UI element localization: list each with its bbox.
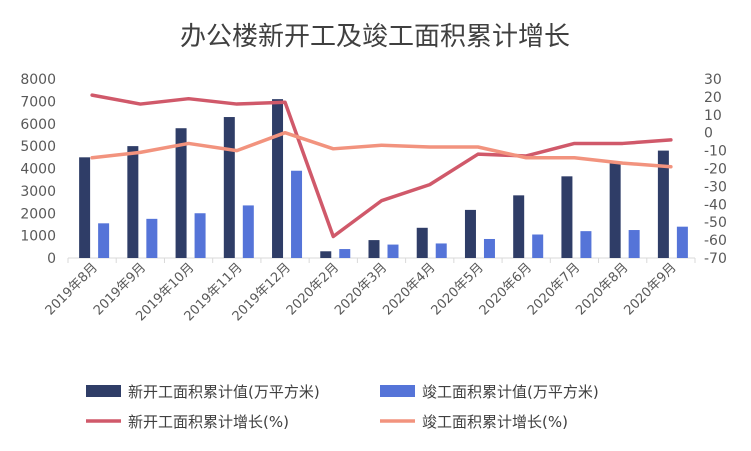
bar: [194, 213, 206, 258]
left-tick-label: 0: [47, 251, 56, 267]
bar: [483, 238, 495, 258]
left-axis: 0 1000 2000 3000 4000 5000 6000 7000 8000: [20, 72, 56, 267]
bar: [242, 205, 254, 258]
bar-series: [79, 99, 688, 258]
left-tick-label: 7000: [20, 94, 56, 110]
bar: [464, 209, 476, 258]
right-tick-label: 20: [704, 90, 722, 106]
bar: [532, 234, 544, 258]
legend-swatch: [86, 385, 121, 397]
series-line: [90, 130, 673, 169]
right-tick-label: -60: [704, 233, 727, 249]
right-tick-label: 10: [704, 108, 722, 124]
left-tick-label: 2000: [20, 206, 56, 222]
left-tick-label: 1000: [20, 229, 56, 245]
bar: [98, 223, 110, 258]
bar: [320, 251, 332, 258]
right-tick-label: 30: [704, 72, 722, 88]
bar: [561, 176, 573, 258]
legend-label: 新开工面积累计值(万平方米): [128, 383, 320, 401]
bar: [416, 227, 428, 258]
bar: [609, 162, 621, 258]
right-tick-label: -20: [704, 162, 727, 178]
right-axis: -70 -60 -50 -40 -30-20 -10 0 10 20 30: [704, 72, 727, 267]
chart-title: 办公楼新开工及竣工面积累计增长: [180, 22, 570, 52]
left-tick-label: 6000: [20, 117, 56, 133]
bar: [513, 195, 525, 258]
legend: 新开工面积累计值(万平方米) 竣工面积累计值(万平方米) 新开工面积累计增长(%) 竣…: [86, 383, 599, 431]
bar: [628, 230, 640, 258]
series-line: [90, 93, 673, 239]
right-tick-label: -30: [704, 179, 727, 195]
line-series: [90, 93, 673, 239]
bar: [127, 146, 139, 258]
x-axis: 2019年8月2019年9月2019年10月2019年11月2019年12月20…: [43, 257, 696, 324]
right-tick-label: -70: [704, 251, 727, 267]
left-tick-label: 5000: [20, 139, 56, 155]
right-tick-label: -50: [704, 215, 727, 231]
left-tick-label: 3000: [20, 184, 56, 200]
x-tick-label: 2020年9月: [621, 260, 679, 318]
bar: [580, 231, 592, 258]
right-tick-label: 0: [704, 126, 713, 142]
bar: [175, 128, 187, 258]
bar: [657, 150, 669, 258]
left-tick-label: 4000: [20, 162, 56, 178]
bar: [146, 218, 158, 258]
bar: [272, 99, 284, 258]
bar: [387, 244, 399, 258]
legend-swatch: [380, 385, 415, 397]
legend-label: 竣工面积累计增长(%): [422, 413, 568, 431]
legend-label: 竣工面积累计值(万平方米): [422, 383, 599, 401]
bar: [676, 226, 688, 258]
right-tick-label: -40: [704, 197, 727, 213]
bar: [368, 240, 380, 258]
legend-label: 新开工面积累计增长(%): [128, 413, 289, 431]
bar: [79, 157, 91, 258]
left-tick-label: 8000: [20, 72, 56, 88]
right-tick-label: -10: [704, 144, 727, 160]
bar: [339, 249, 351, 258]
bar: [223, 117, 235, 258]
bar: [435, 243, 447, 258]
bar: [291, 170, 303, 258]
